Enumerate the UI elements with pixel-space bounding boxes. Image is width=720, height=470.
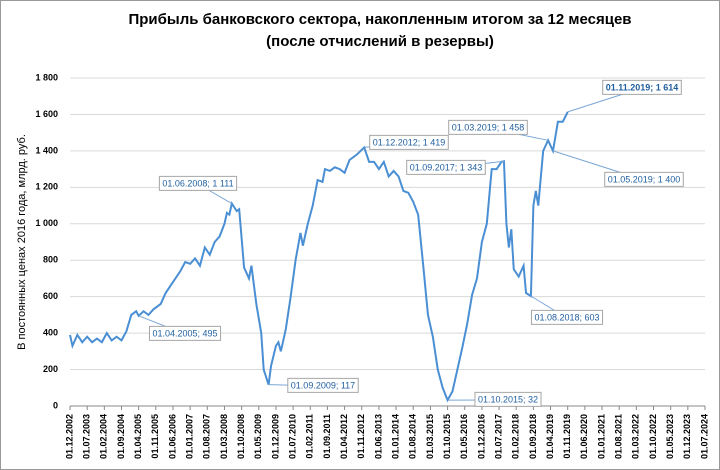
x-tick-label: 01.07.2024 xyxy=(699,414,709,459)
y-tick-label: 1 000 xyxy=(35,218,58,228)
x-tick-label: 01.07.2017 xyxy=(493,414,503,459)
x-tick-label: 01.06.2020 xyxy=(579,414,589,459)
y-tick-label: 1 200 xyxy=(35,182,58,192)
x-tick-label: 01.11.2019 xyxy=(562,414,572,459)
x-tick-label: 01.06.2013 xyxy=(373,414,383,459)
annotation-label: 01.09.2017; 1 343 xyxy=(410,162,483,172)
x-tick-label: 01.12.2002 xyxy=(64,414,74,459)
annotation-box xyxy=(448,119,528,135)
annotation-label: 01.08.2018; 603 xyxy=(534,312,599,322)
line-series xyxy=(69,111,569,403)
x-tick-label: 01.09.2011 xyxy=(322,414,332,459)
x-tick-label: 01.11.2012 xyxy=(356,414,366,459)
chart-title: Прибыль банковского сектора, накопленным… xyxy=(128,11,631,28)
x-tick-label: 01.12.2023 xyxy=(682,414,692,459)
annotation-box xyxy=(406,159,486,175)
annotation: 01.12.2012; 1 419 xyxy=(364,134,449,150)
annotation: 01.10.2015; 32 xyxy=(447,391,542,407)
annotation-box xyxy=(158,175,238,191)
x-tick-label: 01.02.2011 xyxy=(305,414,315,459)
annotation-box xyxy=(287,377,359,393)
x-tick-label: 01.12.2016 xyxy=(476,414,486,459)
x-tick-label: 01.03.2022 xyxy=(631,414,641,459)
annotation: 01.03.2019; 1 458 xyxy=(448,119,549,141)
annotation-label: 01.04.2005; 495 xyxy=(152,328,217,338)
x-tick-label: 01.05.2023 xyxy=(665,414,675,459)
annotation: 01.09.2009; 117 xyxy=(268,377,359,393)
x-tick-label: 01.04.2005 xyxy=(133,414,143,459)
annotation-label: 01.06.2008; 1 111 xyxy=(162,178,233,188)
x-tick-label: 01.05.2016 xyxy=(459,414,469,459)
chart-title: (после отчислений в резервы) xyxy=(266,33,494,50)
y-tick-label: 1 800 xyxy=(35,72,58,82)
x-tick-label: 01.10.2008 xyxy=(236,414,246,459)
annotation-box xyxy=(474,391,542,407)
y-axis-label: В постоянных ценах 2016 года, млрд. руб. xyxy=(16,134,28,350)
x-tick-label: 01.08.2014 xyxy=(408,414,418,459)
annotation-box xyxy=(369,134,449,150)
x-tick-label: 01.05.2009 xyxy=(253,414,263,459)
x-tick-label: 01.01.2007 xyxy=(185,414,195,459)
x-tick-label: 01.09.2018 xyxy=(528,414,538,459)
annotation: 01.09.2017; 1 343 xyxy=(406,159,505,175)
y-tick-label: 600 xyxy=(43,291,58,301)
y-tick-label: 1 600 xyxy=(35,109,58,119)
x-tick-label: 01.12.2009 xyxy=(270,414,280,459)
annotation: 01.04.2005; 495 xyxy=(138,315,222,341)
x-tick-label: 01.03.2008 xyxy=(219,414,229,459)
annotation: 01.08.2018; 603 xyxy=(530,295,604,325)
x-tick-label: 01.02.2004 xyxy=(99,414,109,459)
x-tick-label: 01.02.2018 xyxy=(511,414,521,459)
annotation-label: 01.05.2019; 1 400 xyxy=(608,174,681,184)
y-tick-label: 0 xyxy=(53,400,58,410)
annotation-label: 01.03.2019; 1 458 xyxy=(452,122,525,132)
x-tick-label: 01.01.2014 xyxy=(390,414,400,459)
y-tick-label: 800 xyxy=(43,255,58,265)
annotation: 01.06.2008; 1 111 xyxy=(158,175,238,204)
annotation-box xyxy=(530,309,604,325)
x-tick-label: 01.09.2004 xyxy=(116,414,126,459)
annotation-label: 01.12.2012; 1 419 xyxy=(373,137,446,147)
x-tick-label: 01.01.2021 xyxy=(596,414,606,459)
y-tick-label: 1 400 xyxy=(35,145,58,155)
x-tick-label: 01.06.2006 xyxy=(167,414,177,459)
annotation-label: 01.09.2009; 117 xyxy=(291,380,355,390)
x-tick-label: 01.08.2021 xyxy=(614,414,624,459)
y-tick-label: 400 xyxy=(43,327,58,337)
annotation-label: 01.11.2019; 1 614 xyxy=(606,82,679,92)
annotation-box xyxy=(604,171,684,187)
x-tick-label: 01.04.2019 xyxy=(545,414,555,459)
y-tick-label: 200 xyxy=(43,364,58,374)
x-tick-label: 01.08.2007 xyxy=(202,414,212,459)
annotation-label: 01.10.2015; 32 xyxy=(478,394,538,404)
x-tick-label: 01.03.2015 xyxy=(425,414,435,459)
annotation-box xyxy=(602,79,682,95)
annotation: 01.11.2019; 1 614 xyxy=(567,79,682,113)
x-tick-label: 01.10.2015 xyxy=(442,414,452,459)
x-tick-label: 01.07.2003 xyxy=(82,414,92,459)
annotation: 01.05.2019; 1 400 xyxy=(552,150,684,187)
x-tick-label: 01.04.2012 xyxy=(339,414,349,459)
x-tick-label: 01.11.2005 xyxy=(150,414,160,459)
annotation-box xyxy=(148,325,222,341)
x-tick-label: 01.07.2010 xyxy=(287,414,297,459)
x-tick-label: 01.10.2022 xyxy=(648,414,658,459)
